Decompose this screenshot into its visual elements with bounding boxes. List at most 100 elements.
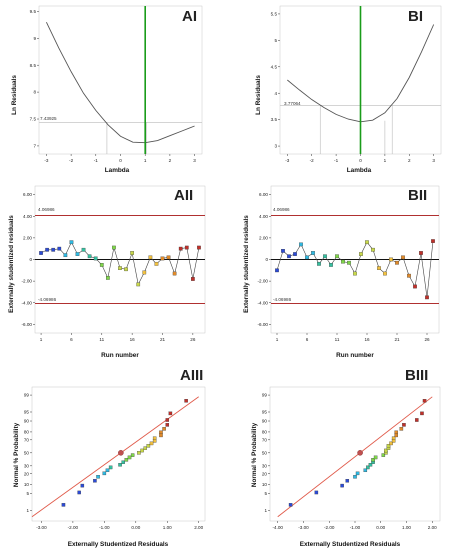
residual-point [118,266,122,270]
probability-point [80,483,85,488]
probability-point [137,451,141,455]
y-tick-label: 3.5 [271,117,278,122]
residual-point [136,282,141,287]
x-axis-label: Externally Studentized Residuals [68,541,169,548]
probability-point [363,468,368,473]
residual-point [69,240,74,245]
upper-limit-label: 4.06986 [273,207,290,212]
y-tick-label: 4.00 [259,214,268,219]
panel-biii: BIII -4.00 -3.00 -2.00 -1.00 0.00 1.00 2.00 1 5 1… [251,367,441,548]
probability-point [96,475,100,479]
probability-point [152,436,157,440]
plot-frame [269,386,441,522]
y-tick-label: -6.00 [258,322,269,327]
x-axis-label: Run number [101,352,139,359]
x-tick-label: 11 [335,337,340,342]
x-tick-label: -4.00 [272,525,283,530]
y-axis-label: Ln Residuals [255,75,262,115]
residual-point [57,246,62,251]
y-tick-label: 30 [262,463,268,468]
upper-limit-label: 4.06986 [38,207,55,212]
y-tick-label: 99 [24,393,30,398]
y-tick-label: 4.5 [271,64,278,69]
y-tick-label: -4.00 [258,300,269,305]
probability-point [61,503,66,507]
probability-point [159,430,163,435]
y-tick-label: 70 [262,437,268,442]
probability-point [127,455,132,460]
probability-point [288,503,293,507]
residuals-curve [46,21,195,144]
residual-point [377,266,381,270]
residual-point [106,276,110,280]
y-tick-label: 9.5 [30,9,37,14]
x-tick-label: 2 [408,158,411,163]
x-tick-label: 6 [306,337,309,342]
y-tick-label: 99 [262,393,268,398]
y-tick-label: 90 [24,419,30,424]
probability-point [121,460,125,464]
panel-aii: AII 1 6 11 16 21 26-6.00-4.00-2.0002.004.006.… [8,185,206,359]
residual-point [383,271,387,276]
y-tick-label: 2.00 [259,235,268,240]
residual-point [63,253,68,258]
x-axis-label: Run number [336,352,374,359]
residual-point [305,255,309,260]
x-tick-label: 0.00 [376,525,385,530]
probability-point [143,446,147,450]
probability-point [368,463,373,467]
y-tick-label: -2.00 [22,279,33,284]
panel-label: BIII [405,367,428,384]
y-tick-label: 7 [33,144,36,149]
residual-connector-line [40,241,200,286]
residual-point [371,247,375,252]
y-tick-label: 4 [274,91,277,96]
normal-fit-line [277,396,433,518]
probability-point [394,433,398,438]
y-tick-label: 3 [274,144,277,149]
probability-point [130,453,135,457]
y-tick-label: 5 [274,38,277,43]
x-tick-label: -2.00 [324,525,335,530]
y-tick-label: 50 [24,450,30,455]
x-tick-label: 2.00 [428,525,437,530]
probability-point [165,418,170,422]
residual-point [45,247,49,252]
probability-point [184,399,188,403]
x-axis-label: Lambda [347,167,372,174]
probability-point [140,448,144,453]
x-tick-label: -1 [94,158,99,163]
x-tick-label: -3.00 [36,525,47,530]
x-tick-label: 2 [169,158,172,163]
plot-area: -3.00 -2.00 -1.00 0.00 1.00 2.00 1 5 10 20 30 50 70 8… [24,386,206,530]
y-tick-label: -2.00 [258,279,269,284]
y-tick-label: 0 [265,257,268,262]
y-tick-label: -6.00 [22,322,33,327]
y-tick-label: 95 [262,410,268,415]
x-tick-label: 2.00 [194,525,203,530]
residual-point [341,259,345,264]
probability-point [162,427,166,431]
residual-point [112,245,116,250]
y-tick-label: 0 [29,257,32,262]
probability-point [415,418,419,422]
reference-value-label: 7.43925 [40,116,57,121]
residual-point [293,252,297,256]
x-axis-label: Externally Studentized Residuals [300,541,401,548]
y-tick-label: 8 [33,90,36,95]
x-tick-label: 0.00 [131,525,140,530]
x-tick-label: -2 [69,158,74,163]
x-tick-label: -2 [310,158,315,163]
x-tick-label: 6 [70,337,73,342]
x-tick-label: 16 [130,337,136,342]
residual-point [87,254,92,259]
probability-point [93,479,97,483]
y-tick-label: 95 [24,410,30,415]
y-tick-label: 30 [24,463,30,468]
y-tick-label: 7.5 [30,117,37,122]
plot-area: -4.00 -3.00 -2.00 -1.00 0.00 1.00 2.00 1 5 10 20 30… [262,386,441,530]
probability-point [366,465,370,470]
